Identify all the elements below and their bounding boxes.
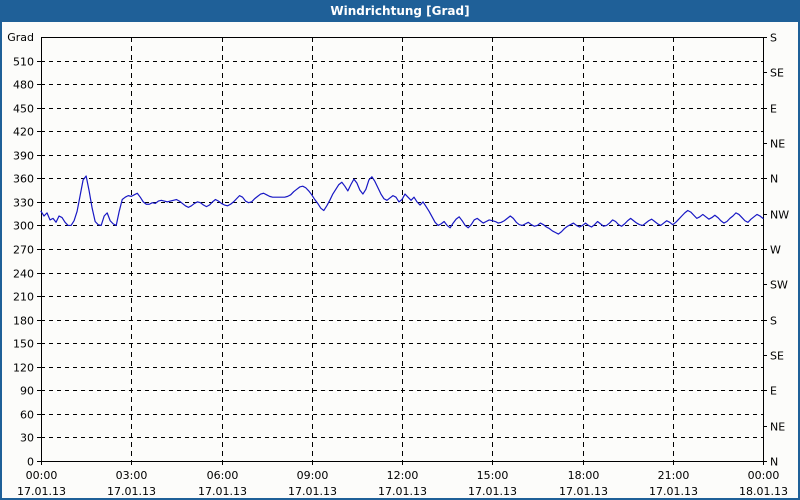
x-axis-date-label: 17.01.13 bbox=[649, 485, 698, 498]
x-axis-time-label: 18:00 bbox=[568, 469, 600, 482]
y-axis-tick-label: 120 bbox=[13, 362, 34, 375]
x-axis-time-label: 15:00 bbox=[477, 469, 509, 482]
wind-direction-line-chart: 0 30 60 90 120 150 180 210 240 270 300 330 360 390 420… bbox=[7, 31, 789, 498]
y-axis-tick-label: 510 bbox=[13, 56, 34, 69]
x-axis-time-label: 21:00 bbox=[658, 469, 690, 482]
x-axis-date-label: 17.01.13 bbox=[288, 485, 337, 498]
x-axis-time-label: 00:00 bbox=[26, 469, 58, 482]
y-axis-tick-label: 270 bbox=[13, 244, 34, 257]
plot-frame bbox=[41, 37, 764, 462]
x-axis-date-label: 17.01.13 bbox=[107, 485, 156, 498]
compass-axis-tick-label: W bbox=[770, 244, 781, 257]
window-title: Windrichtung [Grad] bbox=[330, 4, 470, 18]
data-series-line bbox=[40, 175, 764, 235]
window-title-bar: Windrichtung [Grad] bbox=[2, 0, 798, 22]
chart-canvas: 0 30 60 90 120 150 180 210 240 270 300 330 360 390 420… bbox=[2, 22, 798, 498]
y-axis-tick-label: 300 bbox=[13, 220, 34, 233]
y-axis-tick-label: 240 bbox=[13, 268, 34, 281]
compass-axis-tick-label: SW bbox=[770, 279, 788, 292]
y-axis-unit-label: Grad bbox=[7, 31, 34, 44]
x-axis-date-label: 18.01.13 bbox=[739, 485, 788, 498]
y-axis-tick-label: 0 bbox=[27, 456, 34, 469]
y-axis-tick-label: 390 bbox=[13, 150, 34, 163]
x-axis-date-label: 17.01.13 bbox=[17, 485, 66, 498]
x-axis-time-label: 06:00 bbox=[207, 469, 239, 482]
compass-axis-tick-label: S bbox=[770, 32, 777, 45]
compass-axis-tick-label: E bbox=[770, 385, 777, 398]
compass-axis-tick-label: N bbox=[770, 173, 778, 186]
y-axis-tick-label: 180 bbox=[13, 315, 34, 328]
y-axis-tick-label: 420 bbox=[13, 126, 34, 139]
compass-axis-tick-label: N bbox=[770, 456, 778, 469]
compass-axis-tick-label: NW bbox=[770, 209, 789, 222]
y-axis-tick-label: 150 bbox=[13, 338, 34, 351]
y-axis-tick-label: 330 bbox=[13, 197, 34, 210]
x-axis-time-label: 03:00 bbox=[116, 469, 148, 482]
compass-axis-tick-label: NE bbox=[770, 138, 785, 151]
x-axis-time-label: 09:00 bbox=[297, 469, 329, 482]
compass-axis-tick-label: NE bbox=[770, 421, 785, 434]
y-axis-tick-label: 450 bbox=[13, 103, 34, 116]
compass-axis-tick-label: S bbox=[770, 315, 777, 328]
x-axis-time-label: 12:00 bbox=[387, 469, 419, 482]
compass-axis-tick-label: SE bbox=[770, 350, 784, 363]
y-axis-tick-label: 90 bbox=[20, 385, 34, 398]
x-axis-date-label: 17.01.13 bbox=[468, 485, 517, 498]
y-axis-tick-label: 60 bbox=[20, 409, 34, 422]
x-axis-date-label: 17.01.13 bbox=[198, 485, 247, 498]
compass-axis-tick-label: SE bbox=[770, 67, 784, 80]
y-axis-tick-label: 480 bbox=[13, 79, 34, 92]
x-axis-time-label: 00:00 bbox=[748, 469, 780, 482]
compass-axis-tick-label: E bbox=[770, 103, 777, 116]
x-axis-date-label: 17.01.13 bbox=[559, 485, 608, 498]
y-axis-tick-label: 30 bbox=[20, 432, 34, 445]
y-axis-tick-label: 360 bbox=[13, 173, 34, 186]
y-axis-tick-label: 210 bbox=[13, 291, 34, 304]
x-axis-date-label: 17.01.13 bbox=[378, 485, 427, 498]
